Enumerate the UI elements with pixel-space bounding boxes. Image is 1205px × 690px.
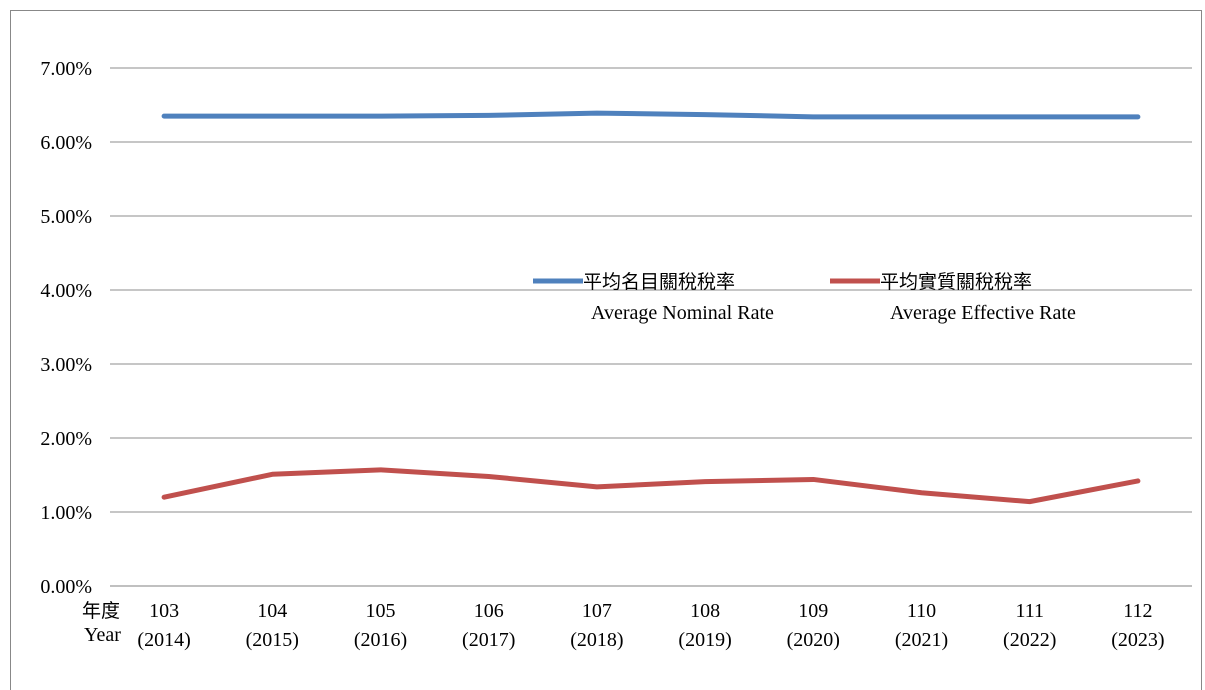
legend-label-nominal-zh: 平均名目關稅稅率 <box>583 271 735 293</box>
x-tick-label-roc: 108 <box>690 600 720 622</box>
legend: 平均名目關稅稅率 Average Nominal Rate 平均實質關稅稅率 A… <box>533 271 1076 324</box>
x-axis-tick-labels: 103 (2014) 104 (2015) 105 (2016) 106 (2017) 107 (… <box>137 600 1164 651</box>
gridlines <box>110 67 1192 587</box>
x-tick-label-roc: 110 <box>907 600 936 622</box>
legend-label-effective-zh: 平均實質關稅稅率 <box>880 271 1032 293</box>
y-tick-label: 2.00% <box>40 428 92 450</box>
series-line-nominal <box>161 110 1141 120</box>
x-tick-label-year: (2014) <box>137 629 190 651</box>
chart-frame <box>10 10 1202 690</box>
x-tick-label-roc: 103 <box>149 600 179 622</box>
x-tick-label-year: (2022) <box>1003 629 1056 651</box>
x-tick-label-year: (2021) <box>895 629 948 651</box>
y-tick-label: 0.00% <box>40 576 92 598</box>
series-lines <box>161 110 1141 505</box>
series-line-effective <box>161 467 1141 505</box>
y-tick-label: 3.00% <box>40 354 92 376</box>
x-axis-label-en: Year <box>84 624 121 646</box>
x-tick-label-roc: 105 <box>366 600 396 622</box>
x-tick-label-year: (2018) <box>570 629 623 651</box>
x-tick-label-roc: 111 <box>1015 600 1044 622</box>
x-tick-label-roc: 104 <box>257 600 287 622</box>
x-tick-label-roc: 107 <box>582 600 612 622</box>
x-tick-label-roc: 109 <box>798 600 828 622</box>
x-tick-label-year: (2017) <box>462 629 515 651</box>
x-tick-label-roc: 112 <box>1123 600 1152 622</box>
legend-label-nominal-en: Average Nominal Rate <box>591 302 774 324</box>
y-tick-label: 1.00% <box>40 502 92 524</box>
y-tick-label: 6.00% <box>40 132 92 154</box>
x-tick-label-year: (2019) <box>678 629 731 651</box>
line-chart: 0.00% 1.00% 2.00% 3.00% 4.00% 5.00% 6.00% 7.00%… <box>40 58 1192 651</box>
x-tick-label-year: (2016) <box>354 629 407 651</box>
y-tick-label: 4.00% <box>40 280 92 302</box>
x-tick-label-year: (2020) <box>787 629 840 651</box>
y-tick-label: 5.00% <box>40 206 92 228</box>
legend-label-effective-en: Average Effective Rate <box>890 302 1076 324</box>
x-axis-label-zh: 年度 <box>82 600 120 622</box>
x-tick-label-year: (2023) <box>1111 629 1164 651</box>
x-tick-label-year: (2015) <box>246 629 299 651</box>
y-tick-label: 7.00% <box>40 58 92 80</box>
y-axis-tick-labels: 0.00% 1.00% 2.00% 3.00% 4.00% 5.00% 6.00% 7.00% <box>40 58 92 598</box>
x-tick-label-roc: 106 <box>474 600 504 622</box>
